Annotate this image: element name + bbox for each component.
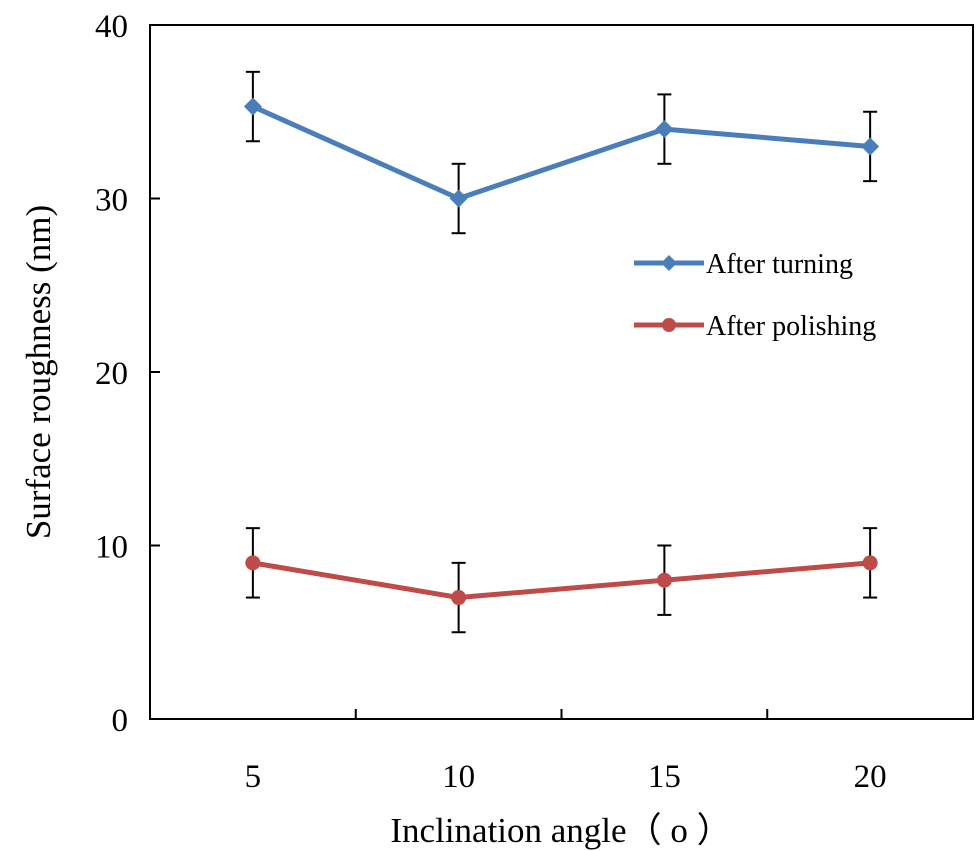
y-tick-label: 40 — [95, 9, 128, 45]
legend-item-after-polishing: After polishing — [634, 311, 876, 342]
legend-label: After polishing — [706, 311, 876, 342]
series-after-turning — [243, 70, 880, 235]
legend-marker — [662, 318, 676, 332]
x-tick-label: 20 — [854, 759, 887, 795]
after-turning-point — [861, 137, 880, 156]
y-tick-label: 20 — [95, 356, 128, 392]
after-polishing-point — [656, 572, 672, 588]
legend: After turning After polishing — [634, 249, 876, 342]
after-turning-line — [251, 104, 871, 201]
series-after-polishing — [245, 527, 878, 634]
plot-area — [149, 24, 974, 720]
after-polishing-point — [245, 555, 261, 571]
after-turning-point — [655, 120, 674, 139]
x-axis-ticks — [354, 709, 769, 719]
after-turning-point — [243, 97, 262, 116]
series-layer — [243, 70, 880, 634]
y-axis-title: Surface roughness (nm) — [19, 205, 58, 539]
legend-item-after-turning: After turning — [634, 249, 853, 280]
after-polishing-line — [252, 560, 871, 601]
x-tick-label: 15 — [648, 759, 681, 795]
y-tick-labels: 0 10 20 30 40 — [95, 9, 128, 739]
y-axis-ticks — [150, 24, 160, 720]
after-turning-point — [449, 189, 468, 208]
after-polishing-point — [862, 555, 878, 571]
y-tick-label: 10 — [95, 530, 128, 566]
legend-marker — [661, 255, 677, 271]
x-tick-label: 10 — [442, 759, 475, 795]
x-tick-label: 5 — [245, 759, 262, 795]
legend-label: After turning — [706, 249, 853, 280]
x-axis-title: Inclination angle（ o ） — [390, 811, 731, 850]
x-tick-labels: 5 10 15 20 — [245, 759, 887, 795]
y-tick-label: 0 — [112, 703, 129, 739]
y-tick-label: 30 — [95, 183, 128, 219]
after-polishing-point — [451, 590, 467, 606]
